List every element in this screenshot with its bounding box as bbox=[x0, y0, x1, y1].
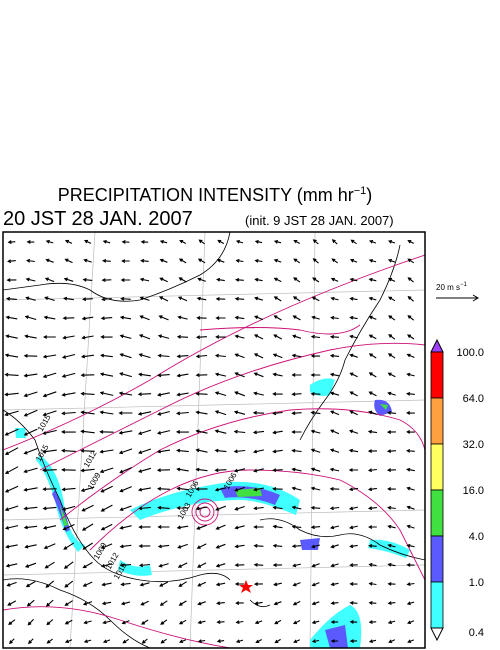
map-background bbox=[3, 232, 425, 648]
colorbar-label: 64.0 bbox=[463, 393, 484, 405]
wind-scale-label: 20 m s−1 bbox=[436, 282, 468, 292]
title: PRECIPITATION INTENSITY (mm hr−1) bbox=[58, 185, 373, 205]
colorbar-segment bbox=[430, 443, 444, 491]
wind-arrows bbox=[4, 239, 415, 645]
colorbar-segment bbox=[430, 351, 444, 399]
isobars bbox=[3, 254, 425, 648]
map-frame bbox=[2, 231, 426, 649]
colorbar-over bbox=[430, 338, 444, 353]
colorbar-segment bbox=[430, 397, 444, 445]
colorbar-segment bbox=[430, 535, 444, 583]
lat-lon-grid bbox=[3, 232, 425, 648]
colorbar-label: 0.4 bbox=[469, 627, 484, 639]
wind-scale-sup: −1 bbox=[460, 282, 468, 288]
title-text: PRECIPITATION INTENSITY (mm hr bbox=[58, 185, 354, 205]
wind-scale-text: 20 m s bbox=[436, 283, 460, 292]
colorbar-segment bbox=[430, 581, 444, 629]
init-time: (init. 9 JST 28 JAN. 2007) bbox=[245, 213, 394, 228]
colorbar-label: 16.0 bbox=[463, 485, 484, 497]
wind-vectors bbox=[4, 239, 415, 645]
wind-scale-arrow bbox=[436, 294, 479, 302]
coastline bbox=[3, 232, 425, 648]
colorbar-label: 100.0 bbox=[456, 347, 484, 359]
colorbar-label: 1.0 bbox=[469, 577, 484, 589]
title-end: ) bbox=[366, 185, 372, 205]
precipitation bbox=[15, 378, 410, 648]
valid-time: 20 JST 28 JAN. 2007 bbox=[3, 208, 193, 230]
title-sup: −1 bbox=[354, 185, 367, 197]
colorbar-label: 4.0 bbox=[469, 531, 484, 543]
colorbar-under bbox=[430, 627, 444, 642]
colorbar-label: 32.0 bbox=[463, 439, 484, 451]
location-marker bbox=[239, 580, 253, 593]
colorbar: 100.0 64.0 32.0 16.0 4.0 1.0 0.4 bbox=[430, 338, 484, 642]
colorbar-segment bbox=[430, 489, 444, 537]
